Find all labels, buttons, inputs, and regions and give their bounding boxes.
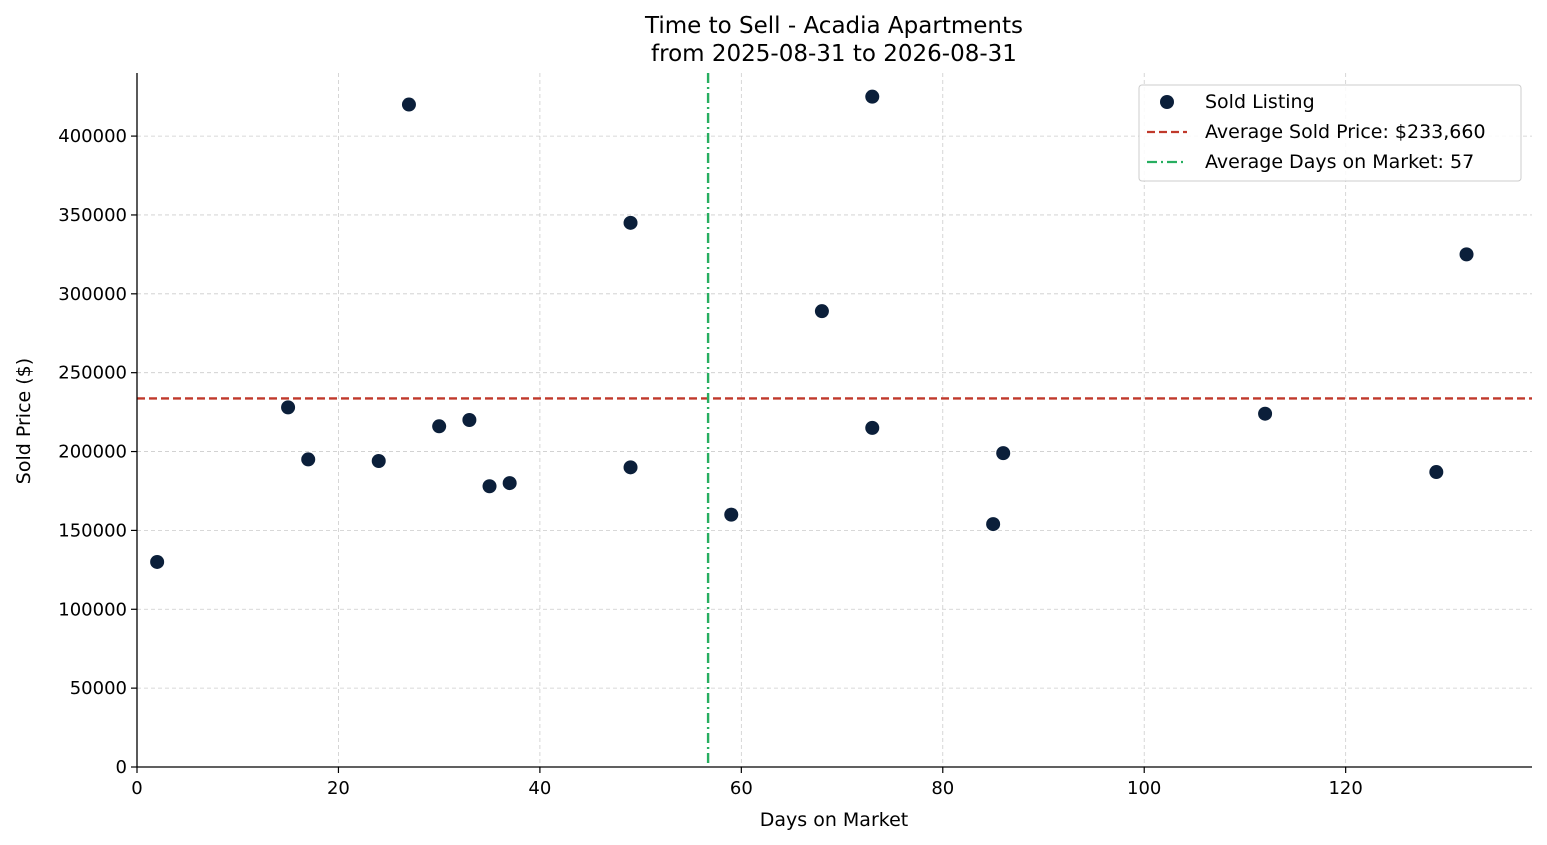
x-tick-label: 40 (528, 778, 551, 799)
legend: Sold Listing Average Sold Price: $233,66… (1138, 84, 1522, 182)
sold-listing-point (724, 507, 739, 522)
sold-listing-point (623, 215, 638, 230)
chart-title: Time to Sell - Acadia Apartments (644, 13, 1023, 39)
y-tick-label: 350000 (58, 205, 127, 226)
reference-lines (137, 73, 1532, 767)
legend-frame (1138, 84, 1522, 182)
sold-listing-point (482, 479, 497, 494)
sold-listing-point (623, 460, 638, 475)
legend-label-average-days: Average Days on Market: 57 (1205, 151, 1474, 173)
chart-subtitle: from 2025-08-31 to 2026-08-31 (651, 41, 1017, 67)
sold-listing-point (996, 446, 1011, 461)
legend-label-average-price: Average Sold Price: $233,660 (1205, 121, 1486, 143)
x-tick-label: 120 (1328, 778, 1362, 799)
y-tick-label: 200000 (58, 442, 127, 463)
x-tick-label: 60 (730, 778, 753, 799)
y-tick-label: 50000 (70, 678, 127, 699)
sold-listing-point (1258, 406, 1273, 421)
x-tick-label: 100 (1127, 778, 1161, 799)
sold-listing-point (865, 420, 880, 435)
x-tick-label: 0 (131, 778, 142, 799)
data-points (150, 89, 1474, 569)
y-tick-label: 250000 (58, 363, 127, 384)
y-tick-label: 300000 (58, 284, 127, 305)
sold-listing-point (1459, 247, 1474, 262)
sold-listing-point (502, 476, 517, 491)
x-tick-label: 20 (327, 778, 350, 799)
sold-listing-point (301, 452, 316, 467)
sold-listing-point (865, 89, 880, 104)
x-axis-label: Days on Market (760, 809, 908, 831)
sold-listing-point (1429, 465, 1444, 480)
x-tick-label: 80 (931, 778, 954, 799)
y-tick-label: 100000 (58, 599, 127, 620)
sold-listing-point (986, 517, 1001, 532)
legend-marker-sold-listing (1160, 95, 1174, 109)
y-tick-label: 0 (116, 757, 127, 778)
y-tick-label: 400000 (58, 126, 127, 147)
sold-listing-point (432, 419, 447, 434)
sold-listing-point (462, 413, 477, 427)
sold-listing-point (401, 97, 416, 112)
axes: 0 20 40 60 80 100 120 0 50000 100000 150000 200000 2… (58, 73, 1532, 799)
sold-listing-point (150, 554, 165, 569)
sold-listing-point (371, 454, 386, 469)
sold-listing-point (814, 304, 829, 319)
legend-label-sold-listing: Sold Listing (1205, 91, 1315, 113)
sold-listing-point (281, 400, 296, 415)
y-tick-label: 150000 (58, 520, 127, 541)
y-axis-label: Sold Price ($) (13, 358, 35, 484)
